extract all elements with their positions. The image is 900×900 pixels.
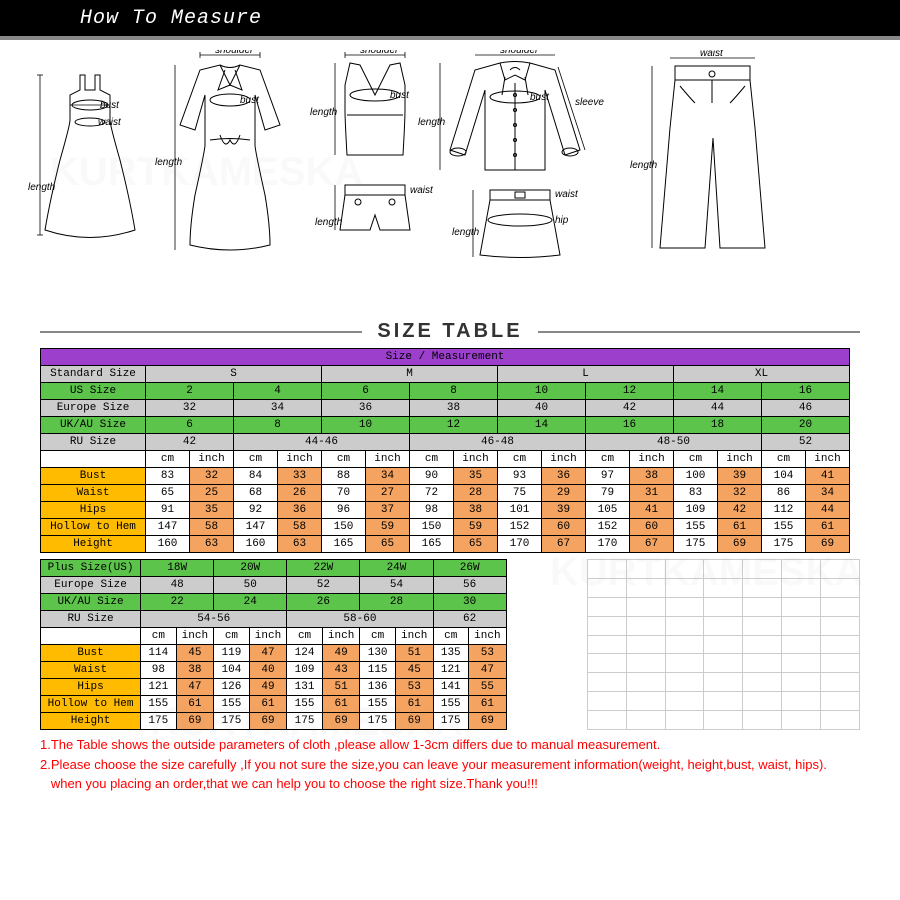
size-table-1: Size / MeasurementStandard SizeSMLXLUS S… xyxy=(40,348,850,553)
bust-label: bust xyxy=(530,92,550,103)
shoulder-label: shoulder xyxy=(500,50,539,56)
length-label: length xyxy=(452,227,480,238)
section-label: SIZE TABLE xyxy=(362,320,537,343)
header-bar: How To Measure xyxy=(0,0,900,40)
length-label: length xyxy=(630,160,658,171)
size-tables: Size / MeasurementStandard SizeSMLXLUS S… xyxy=(0,348,900,730)
note-1: 1.The Table shows the outside parameters… xyxy=(40,735,860,755)
length-label: length xyxy=(315,217,343,228)
section-divider: SIZE TABLE xyxy=(40,320,860,343)
waist-label: waist xyxy=(555,189,579,200)
waist-label: waist xyxy=(410,185,434,196)
note-2: 2.Please choose the size carefully ,If y… xyxy=(40,755,860,775)
length-label: length xyxy=(418,117,446,128)
size-table-2: Plus Size(US)18W20W22W24W26WEurope Size4… xyxy=(40,559,507,730)
waist-label: waist xyxy=(700,50,724,59)
hip-label: hip xyxy=(555,215,569,226)
shoulder-label: shoulder xyxy=(215,50,254,56)
length-label: length xyxy=(310,107,338,118)
bust-label: bust xyxy=(240,95,260,106)
bust-label: bust xyxy=(100,100,120,111)
sleeve-label: sleeve xyxy=(575,97,604,108)
note-3: when you placing an order,that we can he… xyxy=(40,774,860,794)
notes: 1.The Table shows the outside parameters… xyxy=(40,735,860,794)
length-label: length xyxy=(28,182,56,193)
bust-label: bust xyxy=(390,90,410,101)
length-label: length xyxy=(155,157,183,168)
shoulder-label: shoulder xyxy=(360,50,399,56)
measurement-diagrams: .gl { stroke:#000; stroke-width:1; fill:… xyxy=(0,40,900,320)
page-title: How To Measure xyxy=(80,7,262,30)
waist-label: waist xyxy=(98,117,122,128)
empty-grid xyxy=(587,559,860,730)
